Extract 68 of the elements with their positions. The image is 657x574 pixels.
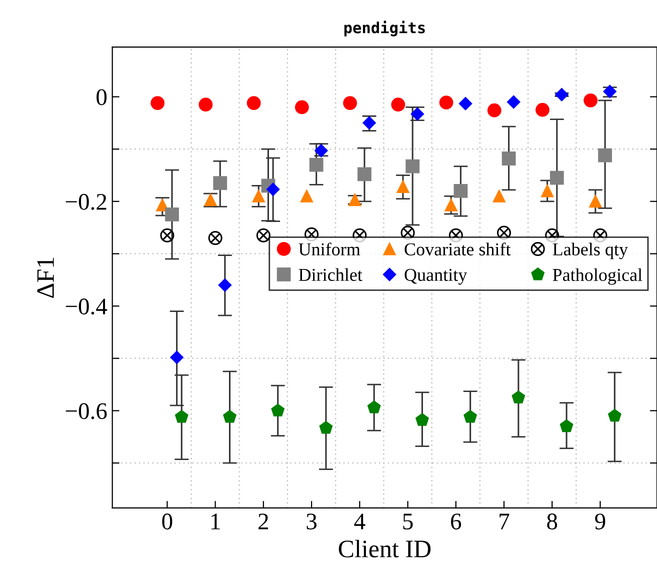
x-tick-label: 7 xyxy=(500,514,510,530)
point xyxy=(487,103,502,118)
y-axis-title: ΔF1 xyxy=(37,258,54,298)
x-tick-label: 9 xyxy=(595,514,606,530)
point xyxy=(271,404,284,416)
point xyxy=(507,95,520,109)
point xyxy=(584,93,598,108)
point xyxy=(444,198,458,212)
legend-label: Uniform xyxy=(298,242,360,256)
point xyxy=(246,96,261,110)
point xyxy=(223,410,236,423)
x-tick-label: 0 xyxy=(162,514,172,530)
legend-label: Labels qty xyxy=(552,242,628,260)
point xyxy=(464,410,477,423)
point xyxy=(608,408,622,422)
point xyxy=(266,182,280,196)
point xyxy=(218,278,232,292)
point xyxy=(560,419,574,432)
point xyxy=(256,228,270,242)
point xyxy=(550,170,564,185)
point xyxy=(294,100,309,114)
point xyxy=(391,98,406,112)
point xyxy=(174,410,188,423)
legend-label: Covariate shift xyxy=(404,242,511,256)
x-tick-label: 8 xyxy=(547,514,558,530)
point xyxy=(555,88,568,102)
point xyxy=(252,190,265,202)
point xyxy=(396,180,410,194)
point xyxy=(343,96,357,110)
point xyxy=(406,159,420,174)
point xyxy=(598,148,612,162)
legend-label: Quantity xyxy=(404,268,468,285)
point xyxy=(454,184,468,198)
x-tick-label: 2 xyxy=(258,514,268,530)
point xyxy=(536,102,550,117)
point xyxy=(502,152,516,166)
point xyxy=(458,96,472,110)
point xyxy=(589,195,602,208)
y-tick-label: 0 xyxy=(96,89,107,106)
point xyxy=(439,96,454,110)
x-tick-label: 4 xyxy=(354,514,366,530)
legend-label: Pathological xyxy=(552,268,642,285)
point xyxy=(358,167,372,182)
point xyxy=(213,176,228,190)
x-tick-label: 3 xyxy=(306,514,317,530)
point xyxy=(150,96,165,110)
y-tick-label: −0.6 xyxy=(66,403,107,420)
y-tick-label: −0.4 xyxy=(66,298,108,315)
chart-title: pendigits xyxy=(344,20,425,36)
point xyxy=(170,350,184,364)
point xyxy=(309,158,324,172)
point xyxy=(165,208,179,222)
legend-label: Dirichlet xyxy=(298,268,362,281)
point xyxy=(160,228,174,242)
x-tick-label: 5 xyxy=(403,514,413,530)
point xyxy=(541,184,554,198)
point xyxy=(198,98,213,112)
point xyxy=(512,390,526,404)
point xyxy=(208,231,222,246)
point xyxy=(300,190,313,202)
point xyxy=(492,190,506,202)
x-axis-title: Client ID xyxy=(338,540,431,558)
x-tick-label: 1 xyxy=(211,514,220,530)
point xyxy=(319,421,333,434)
point xyxy=(416,413,429,426)
y-tick-label: −0.2 xyxy=(66,194,106,210)
x-tick-label: 6 xyxy=(450,514,462,530)
point xyxy=(367,400,381,414)
